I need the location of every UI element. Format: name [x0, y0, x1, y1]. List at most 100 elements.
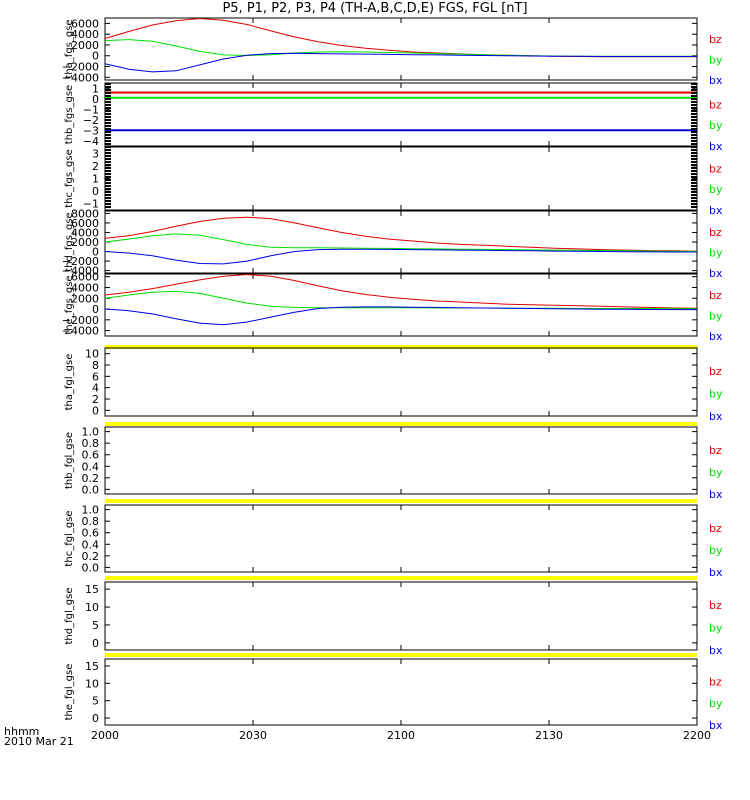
y-tick-label: 0: [92, 712, 99, 725]
panel-frame-9: [104, 581, 698, 651]
y-tick-label: −4000: [62, 265, 99, 278]
y-tick-label: 6000: [71, 271, 99, 284]
legend-bx: bx: [709, 644, 723, 657]
y-axis-label: the_fgl_gse: [64, 664, 75, 721]
y-tick-label: 0: [92, 50, 99, 63]
x-tick-label: 2100: [387, 729, 415, 742]
y-axis-label: tha_fgs_gse: [64, 19, 75, 78]
series-line-by: [104, 233, 698, 252]
y-tick-label: −3: [83, 124, 99, 137]
legend-bx: bx: [709, 410, 723, 423]
y-tick-label: 1: [92, 82, 99, 95]
legend-bz: bz: [709, 289, 722, 302]
x-tick-label: 2000: [91, 729, 119, 742]
y-tick-label: 1.0: [82, 504, 100, 517]
y-tick-label: −2000: [62, 255, 99, 268]
y-tick-label: −2000: [62, 61, 99, 74]
y-tick-label: 0.4: [82, 538, 100, 551]
data-gap-band-5: [105, 653, 697, 657]
x-tick-label: 2200: [683, 729, 711, 742]
y-tick-label: 4000: [71, 226, 99, 239]
y-tick-label: 0.6: [82, 449, 100, 462]
y-tick-label: −2000: [62, 314, 99, 327]
y-tick-label: 0: [92, 185, 99, 198]
y-tick-label: 0: [92, 404, 99, 417]
legend-by: by: [709, 247, 723, 260]
legend-bz: bz: [709, 522, 722, 535]
legend-bx: bx: [709, 204, 723, 217]
y-tick-label: 2000: [71, 236, 99, 249]
y-tick-label: 15: [85, 583, 99, 596]
legend-bx: bx: [709, 566, 723, 579]
series-line-bz: [104, 17, 697, 58]
y-tick-label: 0: [92, 93, 99, 106]
series-line-by: [104, 39, 697, 57]
legend-by: by: [709, 388, 723, 401]
y-tick-label: 8: [92, 359, 99, 372]
legend-bz: bz: [709, 33, 722, 46]
legend-bx: bx: [709, 74, 723, 87]
panel-frame-4: [104, 210, 698, 274]
y-axis-label: thc_fgs_gse: [64, 149, 75, 208]
legend-bz: bz: [709, 98, 722, 111]
legend-bz: bz: [709, 444, 722, 457]
y-tick-label: 0.0: [82, 561, 100, 574]
data-gap-band-4: [105, 576, 697, 580]
series-line-by: [104, 290, 697, 310]
y-tick-label: 0.8: [82, 515, 100, 528]
y-tick-label: 1: [92, 173, 99, 186]
y-tick-label: 6000: [71, 217, 99, 230]
y-tick-label: −4: [83, 135, 99, 148]
y-tick-label: 5: [92, 695, 99, 708]
legend-by: by: [709, 119, 723, 132]
legend-by: by: [709, 622, 723, 635]
series-line-bx: [104, 52, 697, 73]
y-tick-label: 4000: [71, 28, 99, 41]
plot-title: P5, P1, P2, P3, P4 (TH-A,B,C,D,E) FGS, F…: [222, 1, 528, 16]
y-tick-label: −2: [83, 114, 99, 127]
legend-by: by: [709, 310, 723, 323]
y-axis-label: thc_fgl_gse: [64, 510, 75, 566]
y-axis-label: thd_fgs_gse: [64, 212, 75, 271]
legend-bz: bz: [709, 599, 722, 612]
legend-by: by: [709, 697, 723, 710]
y-tick-label: 4000: [71, 281, 99, 294]
panel-frame-3: [104, 146, 698, 211]
legend-bx: bx: [709, 267, 723, 280]
y-tick-label: −4000: [62, 71, 99, 84]
x-axis-time-label: hhmm: [4, 725, 40, 738]
y-axis-label: the_fgs_gse: [64, 275, 75, 334]
y-tick-label: 2: [92, 393, 99, 406]
y-tick-label: 8000: [71, 207, 99, 220]
y-tick-label: 2000: [71, 292, 99, 305]
legend-by: by: [709, 54, 723, 67]
y-tick-label: −1: [83, 198, 99, 211]
y-tick-label: 0: [92, 637, 99, 650]
y-tick-label: 2000: [71, 39, 99, 52]
y-tick-label: 0: [92, 246, 99, 259]
series-line-bx: [104, 248, 697, 265]
y-tick-label: 2: [92, 160, 99, 173]
y-tick-label: 15: [85, 660, 99, 673]
y-axis-label: thd_fgl_gse: [64, 588, 75, 645]
series-line-bx: [104, 306, 697, 326]
series-line-bz: [104, 273, 698, 309]
y-tick-label: 0.8: [82, 437, 100, 450]
y-tick-label: 0.2: [82, 550, 100, 563]
legend-bx: bx: [709, 330, 723, 343]
legend-by: by: [709, 466, 723, 479]
x-tick-label: 2130: [535, 729, 563, 742]
y-tick-label: 3: [92, 147, 99, 160]
y-tick-label: 6: [92, 370, 99, 383]
y-axis-label: thb_fgs_gse: [64, 85, 75, 144]
panel-frame-6: [104, 347, 698, 417]
panel-frame-10: [104, 658, 698, 726]
legend-bx: bx: [709, 719, 723, 732]
y-tick-label: 1.0: [82, 426, 100, 439]
x-axis-date-label: 2010 Mar 21: [4, 735, 74, 748]
y-tick-label: 10: [85, 677, 99, 690]
legend-bx: bx: [709, 488, 723, 501]
x-tick-label: 2030: [239, 729, 267, 742]
y-tick-label: 5: [92, 619, 99, 632]
panel-frame-1: [104, 17, 698, 81]
